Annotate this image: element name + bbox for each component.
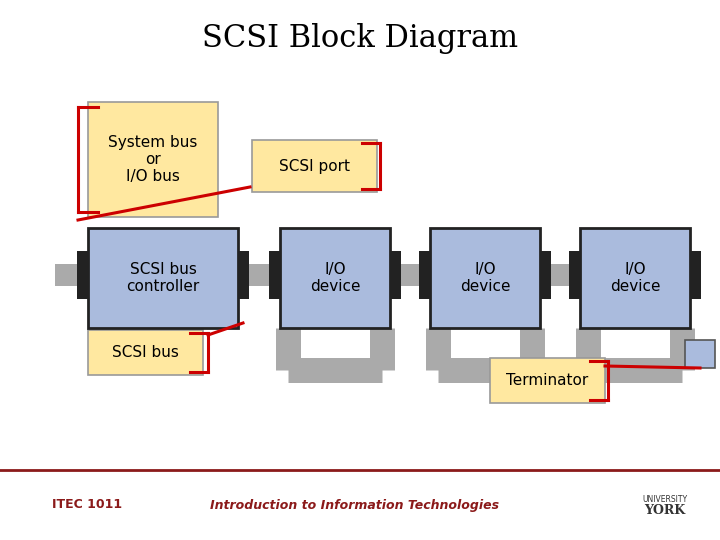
Text: UNIVERSITY: UNIVERSITY	[642, 495, 688, 503]
Text: Terminator: Terminator	[506, 373, 589, 388]
Text: SCSI bus
controller: SCSI bus controller	[127, 262, 199, 294]
Bar	[77, 251, 88, 299]
Bar	[419, 251, 430, 299]
Bar	[88, 228, 238, 328]
Bar	[55, 264, 680, 286]
Text: System bus
or
I/O bus: System bus or I/O bus	[108, 134, 198, 184]
Text: SCSI bus: SCSI bus	[112, 345, 179, 360]
Bar	[88, 102, 218, 217]
Bar	[88, 330, 203, 375]
Bar	[685, 340, 715, 368]
Bar	[540, 251, 551, 299]
Bar	[430, 228, 540, 328]
Bar	[252, 140, 377, 192]
Text: I/O
device: I/O device	[460, 262, 510, 294]
Bar	[490, 358, 605, 403]
Text: SCSI Block Diagram: SCSI Block Diagram	[202, 23, 518, 53]
Bar	[690, 251, 701, 299]
Bar	[0, 470, 720, 540]
Bar	[269, 251, 280, 299]
Bar	[390, 251, 401, 299]
Text: YORK: YORK	[644, 503, 685, 516]
Text: ITEC 1011: ITEC 1011	[52, 498, 122, 511]
Bar	[580, 228, 690, 328]
Bar	[238, 251, 249, 299]
Bar	[569, 251, 580, 299]
Text: Introduction to Information Technologies: Introduction to Information Technologies	[210, 498, 500, 511]
Text: I/O
device: I/O device	[310, 262, 360, 294]
Text: SCSI port: SCSI port	[279, 159, 350, 173]
Text: I/O
device: I/O device	[610, 262, 660, 294]
Bar	[280, 228, 390, 328]
